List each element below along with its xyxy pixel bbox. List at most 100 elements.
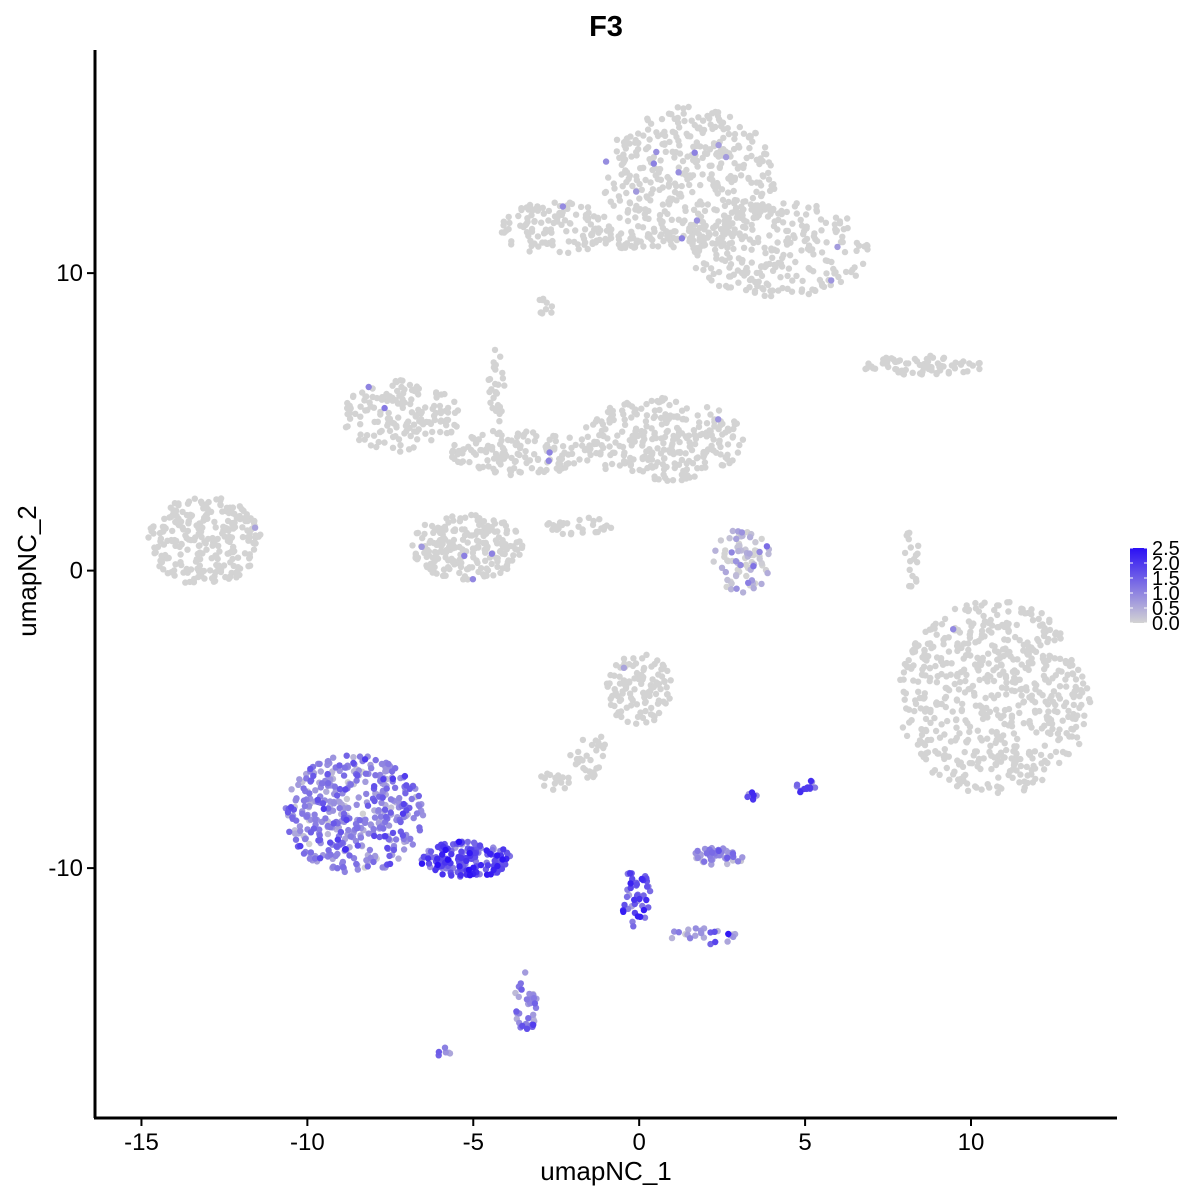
cell-point	[735, 547, 742, 555]
cell-point	[442, 572, 449, 579]
cell-point	[661, 455, 668, 462]
cell-point	[587, 756, 594, 764]
cell-point	[627, 133, 634, 140]
cell-point	[941, 615, 949, 623]
cell-point	[683, 475, 690, 482]
cell-point	[395, 855, 402, 862]
cell-point	[559, 530, 566, 538]
cell-point	[933, 654, 941, 661]
cell-point	[901, 660, 909, 668]
cell-point	[724, 250, 731, 257]
cell-point	[400, 800, 407, 808]
cell-point	[528, 242, 535, 250]
cell-point	[386, 393, 394, 400]
cell-point	[675, 137, 682, 145]
cell-point	[909, 369, 916, 376]
cell-point	[151, 550, 158, 557]
cell-point	[296, 776, 303, 783]
cell-point	[330, 754, 337, 761]
cell-point	[196, 542, 203, 549]
cell-point	[995, 602, 1002, 609]
cell-point	[673, 413, 680, 420]
cell-point	[903, 732, 911, 740]
cell-point	[974, 654, 981, 661]
cell-point	[556, 209, 563, 217]
cell-point	[707, 265, 715, 272]
cell-point	[975, 637, 982, 645]
cell-point	[408, 795, 415, 803]
cell-point	[844, 215, 851, 222]
cell-point	[371, 832, 378, 840]
cell-point	[680, 105, 687, 112]
cell-point	[246, 553, 254, 561]
cell-point	[559, 443, 567, 450]
cell-point	[488, 560, 495, 568]
cell-point	[1079, 689, 1086, 696]
cell-point	[356, 817, 363, 824]
cell-point	[634, 237, 641, 244]
cell-point	[184, 546, 191, 553]
cell-point	[363, 790, 370, 798]
cell-point	[761, 244, 768, 251]
cell-point	[640, 164, 647, 171]
cell-point	[608, 460, 616, 468]
cell-point	[960, 655, 967, 662]
cell-point	[623, 893, 631, 901]
cell-point	[522, 454, 529, 461]
cell-point	[681, 217, 688, 224]
cell-point	[899, 724, 907, 731]
cell-point	[311, 855, 319, 862]
cell-point	[1063, 683, 1070, 690]
cell-point	[517, 469, 524, 476]
points-layer	[145, 103, 1094, 1059]
cell-point	[915, 688, 922, 695]
cell-point	[668, 216, 675, 223]
cell-point	[689, 239, 696, 247]
cell-point	[962, 606, 969, 613]
cell-point	[1017, 771, 1024, 778]
cell-point	[488, 550, 496, 557]
cell-point	[633, 720, 640, 727]
cell-point	[592, 737, 599, 744]
cell-point	[630, 456, 637, 463]
cell-point	[540, 210, 547, 217]
cell-point	[1028, 771, 1035, 778]
cell-point	[852, 272, 859, 279]
cell-point	[724, 441, 732, 448]
cell-point	[603, 522, 610, 529]
cell-point	[679, 157, 687, 165]
cell-point	[703, 404, 711, 411]
cell-point	[955, 761, 963, 768]
cell-point	[675, 216, 682, 223]
cell-point	[900, 688, 907, 695]
cell-point	[842, 268, 850, 276]
cell-point	[766, 260, 773, 267]
cell-point	[981, 599, 988, 606]
cell-point	[621, 158, 628, 165]
cell-point	[388, 804, 395, 811]
cell-point	[758, 580, 765, 588]
cell-point	[672, 398, 680, 405]
cell-point	[713, 207, 720, 214]
cell-point	[678, 407, 686, 414]
cell-point	[657, 176, 665, 183]
cell-point	[630, 923, 637, 930]
cell-point	[400, 846, 408, 853]
cell-point	[671, 464, 678, 472]
cell-point	[616, 462, 624, 469]
cell-point	[853, 247, 860, 254]
cell-point	[651, 475, 658, 483]
cell-point	[1006, 599, 1013, 606]
cell-point	[306, 840, 313, 848]
cell-point	[665, 415, 673, 422]
cell-point	[429, 554, 437, 561]
cell-point	[806, 784, 814, 791]
cell-point	[1051, 655, 1059, 662]
cell-point	[692, 264, 700, 272]
cell-point	[1001, 720, 1008, 728]
cell-point	[727, 261, 735, 268]
cell-point	[674, 432, 682, 440]
cell-point	[726, 113, 734, 121]
cell-point	[777, 260, 785, 267]
